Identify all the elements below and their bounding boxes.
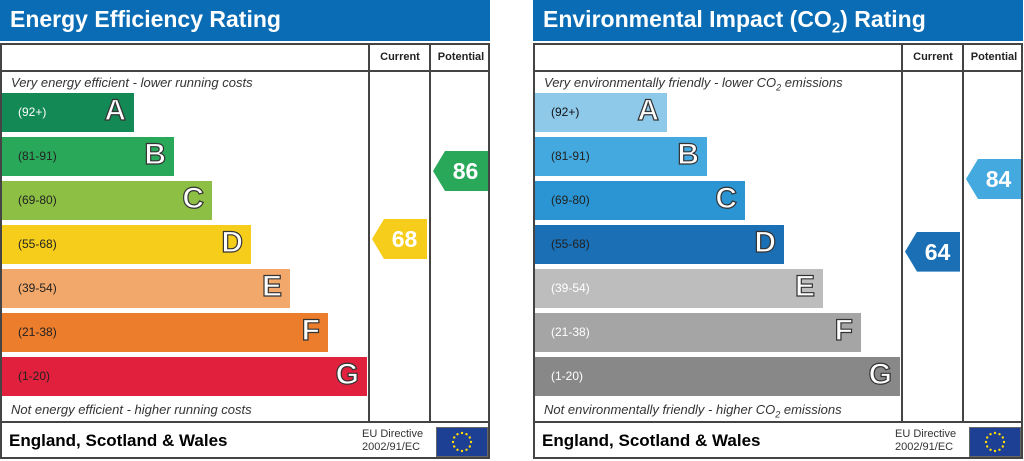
band-range: (21-38): [551, 325, 590, 339]
band-a: (92+) A: [2, 93, 134, 132]
band-f: (21-38) F: [2, 313, 328, 352]
energy-efficiency-panel: Energy Efficiency Rating Current Potenti…: [0, 0, 490, 460]
band-letter: F: [301, 313, 321, 347]
band-range: (92+): [18, 105, 47, 119]
band-letter: B: [144, 137, 167, 171]
band-range: (92+): [551, 105, 580, 119]
band-letter: G: [335, 357, 360, 391]
column-potential: Potential: [970, 51, 1018, 63]
country-label: England, Scotland & Wales: [9, 431, 228, 450]
band-letter: A: [637, 93, 660, 127]
band-b: (81-91) B: [2, 137, 174, 176]
band-d: (55-68) D: [2, 225, 251, 264]
footer: England, Scotland & Wales EU Directive 20…: [535, 421, 1021, 457]
top-note: Very energy efficient - lower running co…: [11, 75, 253, 90]
band-e: (39-54) E: [535, 269, 823, 308]
divider: [962, 45, 964, 421]
panel-title: Environmental Impact (CO2) Rating: [533, 0, 1023, 41]
band-letter: E: [794, 269, 815, 303]
header-row: Current Potential: [2, 45, 488, 72]
band-range: (55-68): [18, 237, 57, 251]
eu-directive: EU Directive 2002/91/EC: [362, 428, 423, 454]
column-current: Current: [913, 51, 953, 63]
band-range: (55-68): [551, 237, 590, 251]
current-rating-arrow: 68: [372, 219, 427, 259]
country-label: England, Scotland & Wales: [542, 431, 761, 450]
bottom-note: Not energy efficient - higher running co…: [11, 402, 252, 417]
rating-table: Current Potential Very energy efficient …: [0, 43, 490, 459]
band-letter: G: [868, 357, 893, 391]
band-c: (69-80) C: [2, 181, 212, 220]
band-letter: A: [104, 93, 127, 127]
band-letter: B: [677, 137, 700, 171]
divider: [368, 45, 370, 421]
band-range: (21-38): [18, 325, 57, 339]
band-range: (81-91): [551, 149, 590, 163]
band-range: (1-20): [18, 369, 51, 383]
band-range: (39-54): [551, 281, 590, 295]
environmental-impact-panel: Environmental Impact (CO2) Rating Curren…: [533, 0, 1023, 460]
footer: England, Scotland & Wales EU Directive 20…: [2, 421, 488, 457]
panel-title: Energy Efficiency Rating: [0, 0, 490, 41]
band-range: (1-20): [551, 369, 584, 383]
directive-line: EU Directive: [362, 428, 424, 440]
column-potential: Potential: [437, 51, 485, 63]
band-b: (81-91) B: [535, 137, 707, 176]
band-letter: C: [715, 181, 738, 215]
band-letter: C: [182, 181, 205, 215]
band-d: (55-68) D: [535, 225, 784, 264]
band-e: (39-54) E: [2, 269, 290, 308]
column-current: Current: [380, 51, 420, 63]
potential-rating-arrow: 86: [433, 151, 488, 191]
band-c: (69-80) C: [535, 181, 745, 220]
potential-rating-arrow: 84: [966, 159, 1021, 199]
divider: [901, 45, 903, 421]
eu-flag-icon: [436, 427, 488, 457]
rating-table: Current Potential Very environmentally f…: [533, 43, 1023, 459]
current-rating-arrow: 64: [905, 231, 960, 272]
top-note: Very environmentally friendly - lower CO…: [544, 75, 843, 93]
header-row: Current Potential: [535, 45, 1021, 72]
eu-directive: EU Directive 2002/91/EC: [895, 428, 956, 454]
eu-flag-icon: [969, 427, 1021, 457]
band-g: (1-20) G: [2, 357, 367, 396]
band-letter: F: [834, 313, 854, 347]
band-range: (39-54): [18, 281, 57, 295]
band-letter: D: [754, 225, 777, 259]
directive-number: 2002/91/EC: [895, 441, 954, 453]
band-a: (92+) A: [535, 93, 667, 132]
band-range: (69-80): [18, 193, 57, 207]
band-range: (81-91): [18, 149, 57, 163]
bottom-note: Not environmentally friendly - higher CO…: [544, 402, 842, 420]
band-letter: D: [221, 225, 244, 259]
divider: [429, 45, 431, 421]
directive-line: EU Directive: [895, 428, 957, 440]
band-g: (1-20) G: [535, 357, 900, 396]
directive-number: 2002/91/EC: [362, 441, 421, 453]
band-range: (69-80): [551, 193, 590, 207]
band-letter: E: [261, 269, 282, 303]
band-f: (21-38) F: [535, 313, 861, 352]
